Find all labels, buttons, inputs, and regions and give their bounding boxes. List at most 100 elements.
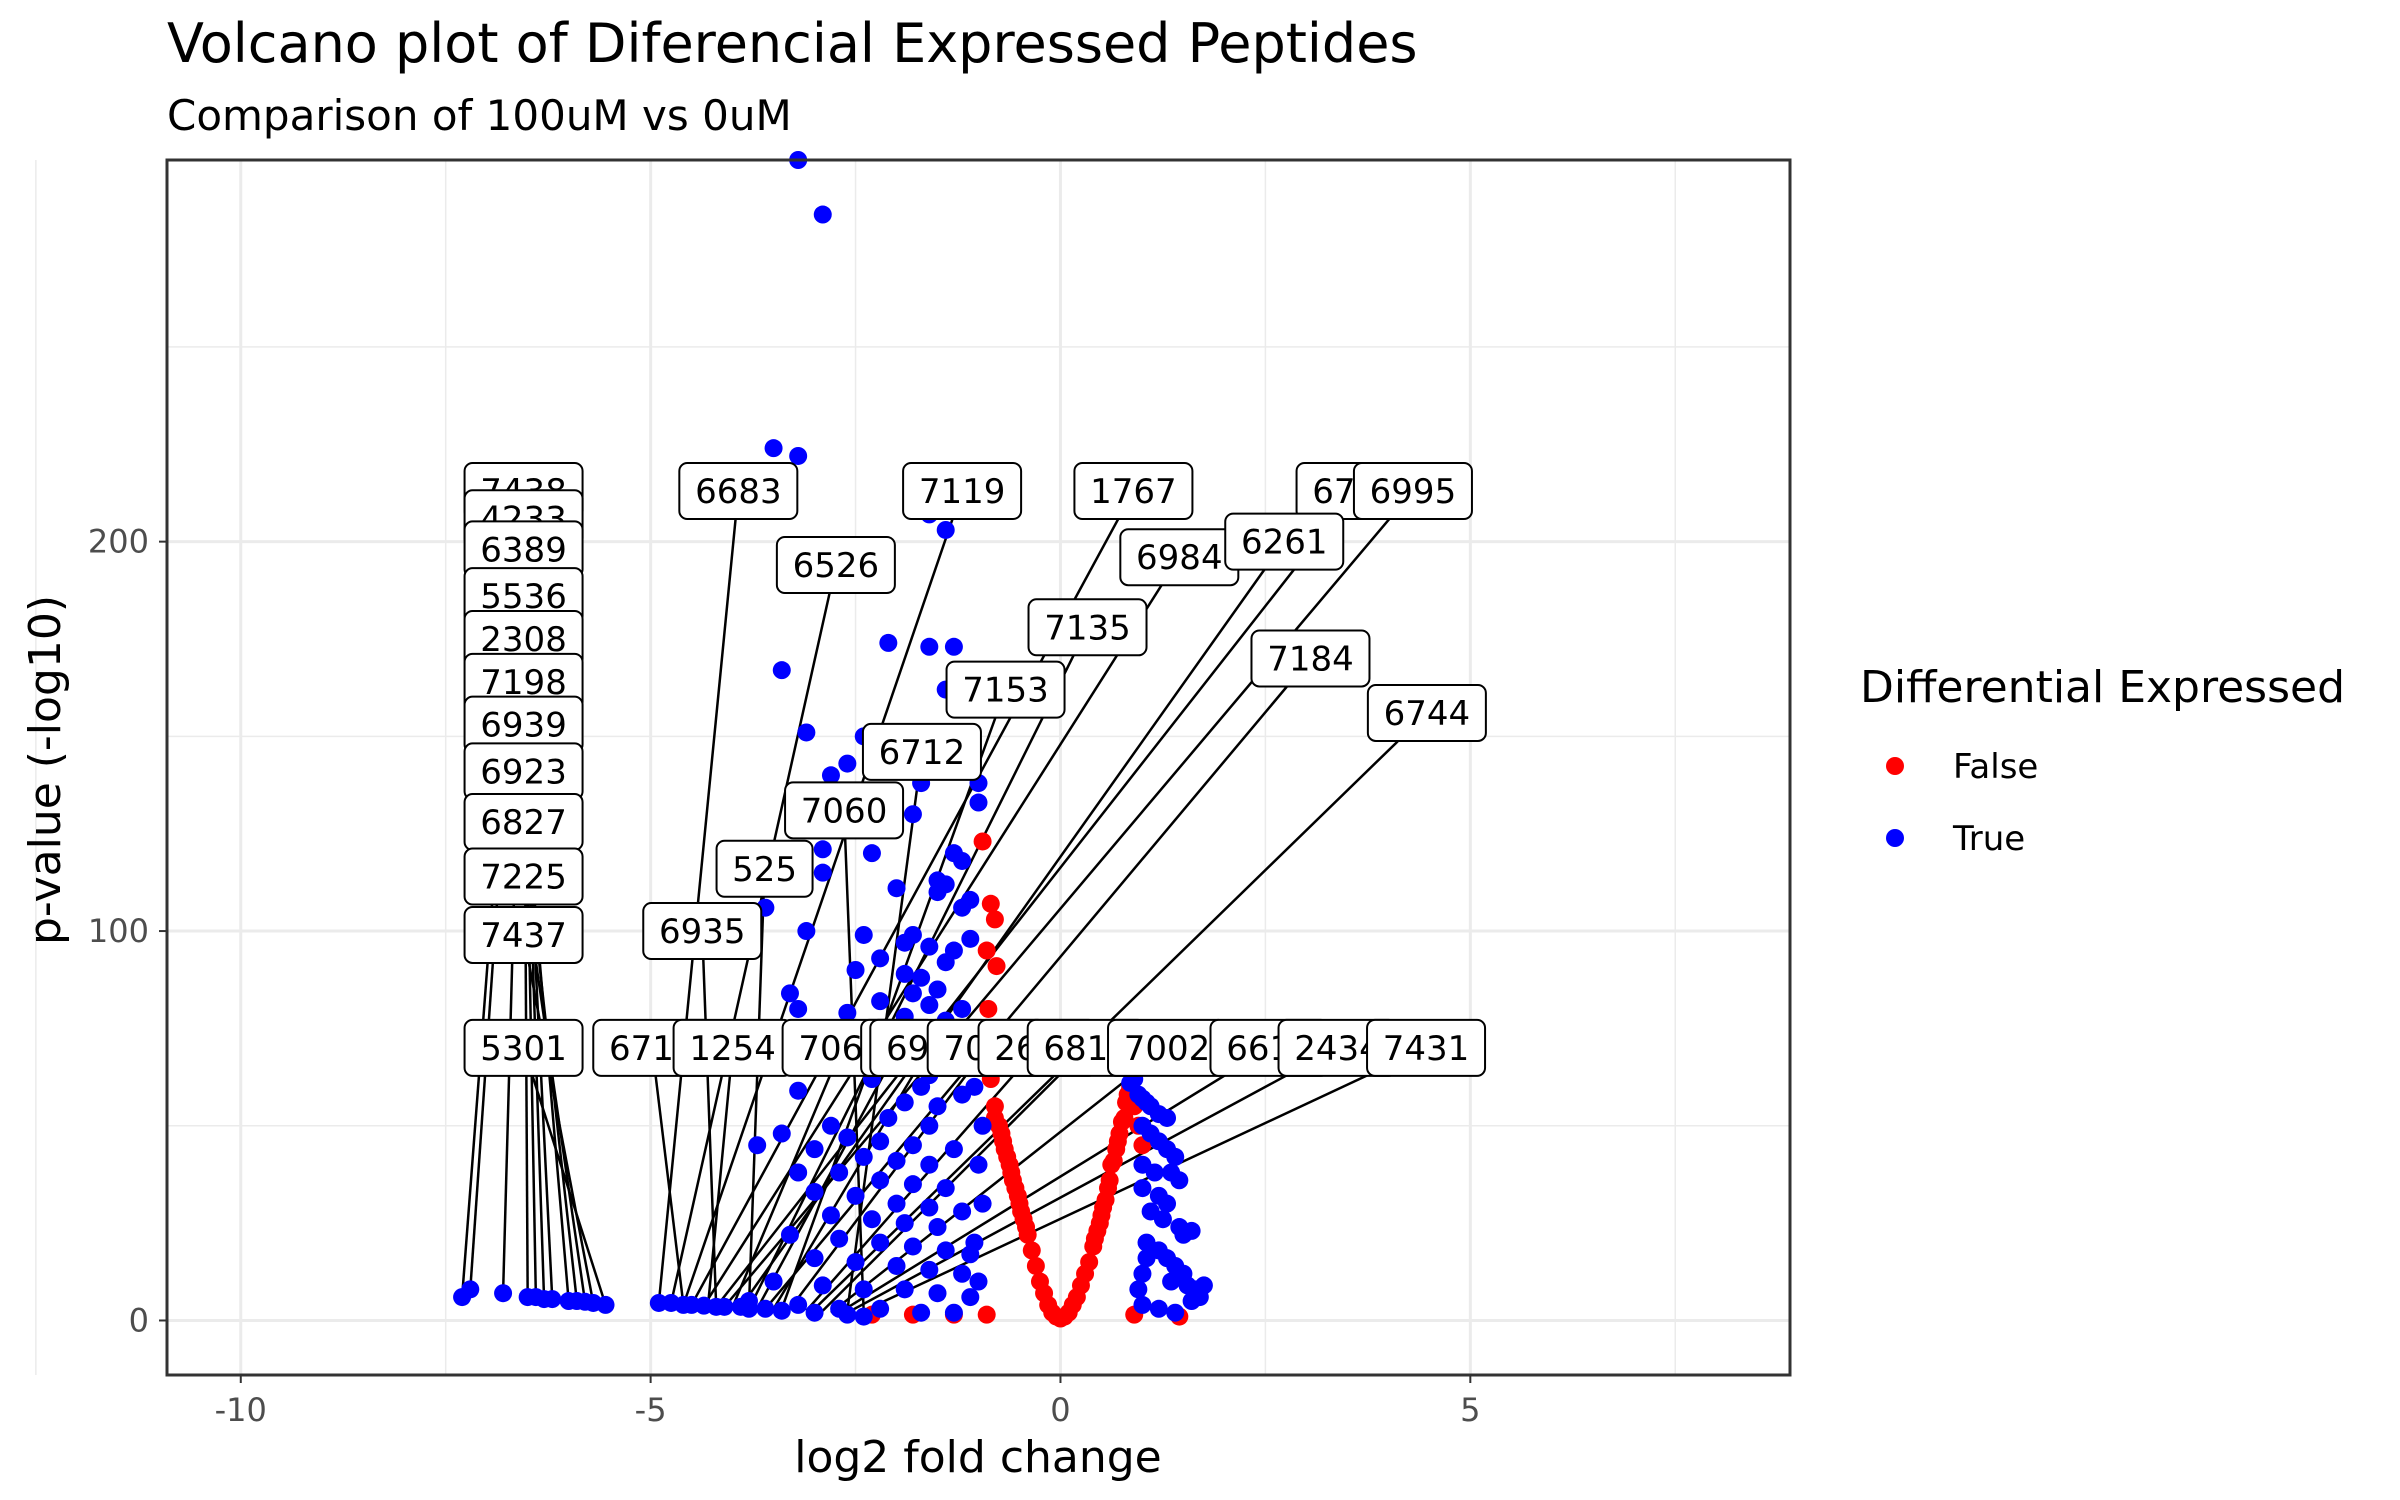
point-label-text: 6526	[793, 546, 880, 586]
data-point-false	[1102, 1155, 1121, 1174]
data-point-true	[649, 1293, 668, 1312]
point-label: 7153	[945, 660, 1066, 719]
data-point-false	[973, 832, 992, 851]
data-point-true	[862, 844, 881, 863]
point-label: 5301	[463, 1018, 584, 1077]
data-point-true	[903, 1175, 922, 1194]
point-label-text: 6827	[480, 803, 567, 843]
data-point-true	[813, 205, 832, 224]
data-point-true	[895, 933, 914, 952]
data-point-true	[920, 1155, 939, 1174]
data-point-true	[813, 863, 832, 882]
data-point-true	[953, 1264, 972, 1283]
data-point-true	[1170, 1171, 1189, 1190]
data-point-true	[969, 1272, 988, 1291]
data-point-true	[903, 1237, 922, 1256]
label-connector-line	[739, 540, 1286, 1308]
data-point-true	[1137, 1249, 1156, 1268]
data-point-false	[987, 957, 1006, 976]
legend-marker-false	[1886, 757, 1904, 775]
data-point-true	[879, 633, 898, 652]
data-point-true	[764, 1272, 783, 1291]
data-point-true	[772, 661, 791, 680]
data-point-true	[969, 1155, 988, 1174]
legend-title: Differential Expressed	[1860, 662, 2345, 713]
data-point-false	[1003, 1171, 1022, 1190]
point-label-box	[463, 905, 584, 964]
x-axis-ticks: -10 -5 0 5	[215, 1375, 1480, 1429]
data-point-true	[846, 961, 865, 979]
point-label-box	[463, 1018, 584, 1077]
point-label: 7060	[784, 781, 905, 840]
label-connector-line	[682, 490, 964, 1306]
point-label-text: 6995	[1370, 472, 1457, 512]
data-point-false	[1094, 1198, 1113, 1217]
data-point-true	[871, 949, 890, 968]
data-point-true	[895, 1280, 914, 1299]
data-point-true	[920, 937, 939, 956]
x-tick-label: 0	[1050, 1391, 1070, 1429]
label-connectors	[460, 490, 1428, 1316]
data-point-true	[805, 1303, 824, 1322]
data-point-false	[995, 1140, 1014, 1159]
data-point-false	[1090, 1214, 1109, 1233]
data-point-true	[936, 520, 955, 539]
point-label-box	[1366, 1018, 1487, 1077]
data-point-true	[871, 1299, 890, 1318]
data-point-true	[596, 1295, 615, 1314]
point-label-text: 7184	[1267, 639, 1354, 679]
data-point-true	[965, 1077, 984, 1096]
point-label-box	[1073, 462, 1194, 521]
data-point-true	[920, 1116, 939, 1135]
y-tick-label: 100	[88, 912, 149, 950]
data-point-true	[772, 1124, 791, 1143]
plot-panel-border	[165, 158, 1792, 1377]
data-point-true	[813, 840, 832, 859]
data-point-true	[920, 1260, 939, 1279]
point-label-text: 6939	[480, 706, 567, 746]
data-point-true	[961, 1288, 980, 1307]
point-label-box	[1224, 512, 1345, 571]
label-connector-line	[805, 1047, 1039, 1312]
point-label-text: 5301	[480, 1029, 567, 1069]
data-point-true	[830, 1163, 849, 1182]
data-point-true	[805, 1182, 824, 1201]
data-point-true	[772, 1301, 791, 1320]
data-point-true	[903, 805, 922, 824]
label-connector-line	[715, 490, 1357, 1308]
point-label-text: 7437	[480, 916, 567, 956]
data-point-true	[838, 1003, 857, 1022]
data-point-false	[1085, 1229, 1104, 1248]
data-point-false	[1008, 1186, 1027, 1205]
data-point-true	[1166, 1303, 1185, 1322]
legend-label-false: False	[1953, 747, 2038, 787]
data-point-true	[494, 1284, 513, 1303]
data-point-true	[780, 1225, 799, 1244]
data-point-false	[1115, 1108, 1134, 1127]
point-label-text: 6683	[695, 472, 782, 512]
data-point-true	[1158, 1108, 1177, 1127]
data-point-true	[944, 1140, 963, 1159]
data-point-true	[887, 1256, 906, 1275]
label-connector-line	[702, 556, 1181, 1307]
data-point-true	[903, 1136, 922, 1155]
label-connector-line	[772, 1047, 931, 1310]
data-point-true	[715, 1297, 734, 1316]
data-point-true	[1166, 1147, 1185, 1166]
data-point-true	[1145, 1163, 1164, 1182]
data-point-false	[1022, 1241, 1041, 1260]
point-label-box	[1027, 598, 1148, 657]
x-axis-title: log2 fold change	[794, 1432, 1162, 1483]
point-label-text: 7135	[1044, 608, 1131, 648]
point-label: 6261	[1224, 512, 1345, 571]
point-label: 525	[715, 839, 814, 898]
data-point-true	[912, 1077, 931, 1096]
data-point-true	[1133, 1295, 1152, 1314]
point-label: 6995	[1352, 462, 1473, 521]
data-point-true	[953, 999, 972, 1018]
data-point-true	[780, 984, 799, 1003]
data-point-true	[854, 1307, 873, 1326]
x-tick-label: -5	[635, 1391, 667, 1429]
data-point-true	[895, 964, 914, 983]
